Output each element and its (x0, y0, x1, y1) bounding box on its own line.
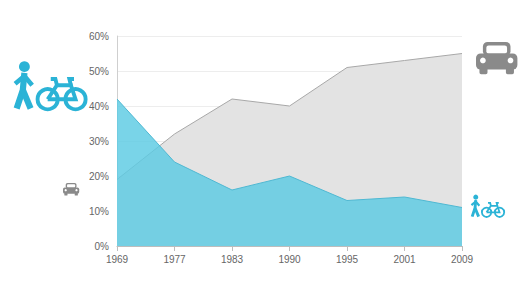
svg-text:60%: 60% (89, 31, 109, 42)
svg-text:2001: 2001 (393, 254, 416, 265)
svg-text:50%: 50% (89, 66, 109, 77)
svg-text:1990: 1990 (278, 254, 301, 265)
svg-text:30%: 30% (89, 136, 109, 147)
svg-text:1977: 1977 (163, 254, 186, 265)
svg-text:1969: 1969 (106, 254, 129, 265)
svg-text:0%: 0% (95, 241, 110, 252)
svg-text:40%: 40% (89, 101, 109, 112)
svg-text:2009: 2009 (451, 254, 474, 265)
svg-text:1983: 1983 (221, 254, 244, 265)
svg-text:20%: 20% (89, 171, 109, 182)
svg-text:10%: 10% (89, 206, 109, 217)
svg-text:1995: 1995 (336, 254, 359, 265)
